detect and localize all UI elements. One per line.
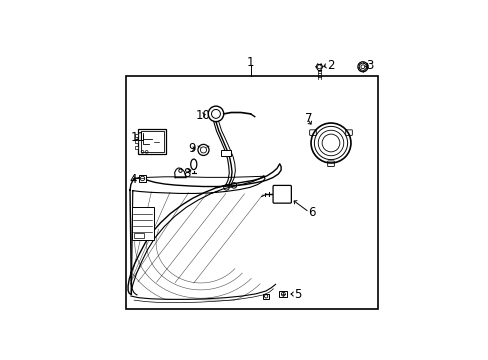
Text: 2: 2: [326, 59, 334, 72]
FancyBboxPatch shape: [135, 140, 138, 143]
Text: 8: 8: [183, 167, 190, 180]
Text: 4: 4: [129, 172, 136, 185]
Text: 5: 5: [293, 288, 301, 301]
FancyBboxPatch shape: [309, 130, 316, 135]
FancyBboxPatch shape: [135, 146, 138, 149]
FancyBboxPatch shape: [327, 161, 334, 167]
FancyBboxPatch shape: [138, 129, 166, 154]
FancyBboxPatch shape: [135, 134, 138, 137]
FancyBboxPatch shape: [140, 131, 163, 152]
Text: 6: 6: [307, 206, 315, 219]
Text: 1: 1: [246, 56, 254, 69]
FancyBboxPatch shape: [263, 294, 268, 299]
FancyBboxPatch shape: [272, 185, 291, 203]
Text: 3: 3: [366, 59, 373, 72]
FancyBboxPatch shape: [279, 291, 286, 297]
FancyBboxPatch shape: [345, 130, 352, 135]
Text: 10: 10: [196, 109, 210, 122]
FancyBboxPatch shape: [132, 207, 153, 240]
FancyBboxPatch shape: [139, 175, 145, 182]
Text: 11: 11: [131, 131, 145, 144]
Text: 7: 7: [305, 112, 312, 125]
Text: 9: 9: [188, 142, 196, 155]
FancyBboxPatch shape: [134, 233, 143, 238]
FancyBboxPatch shape: [125, 76, 377, 309]
FancyBboxPatch shape: [221, 150, 231, 156]
